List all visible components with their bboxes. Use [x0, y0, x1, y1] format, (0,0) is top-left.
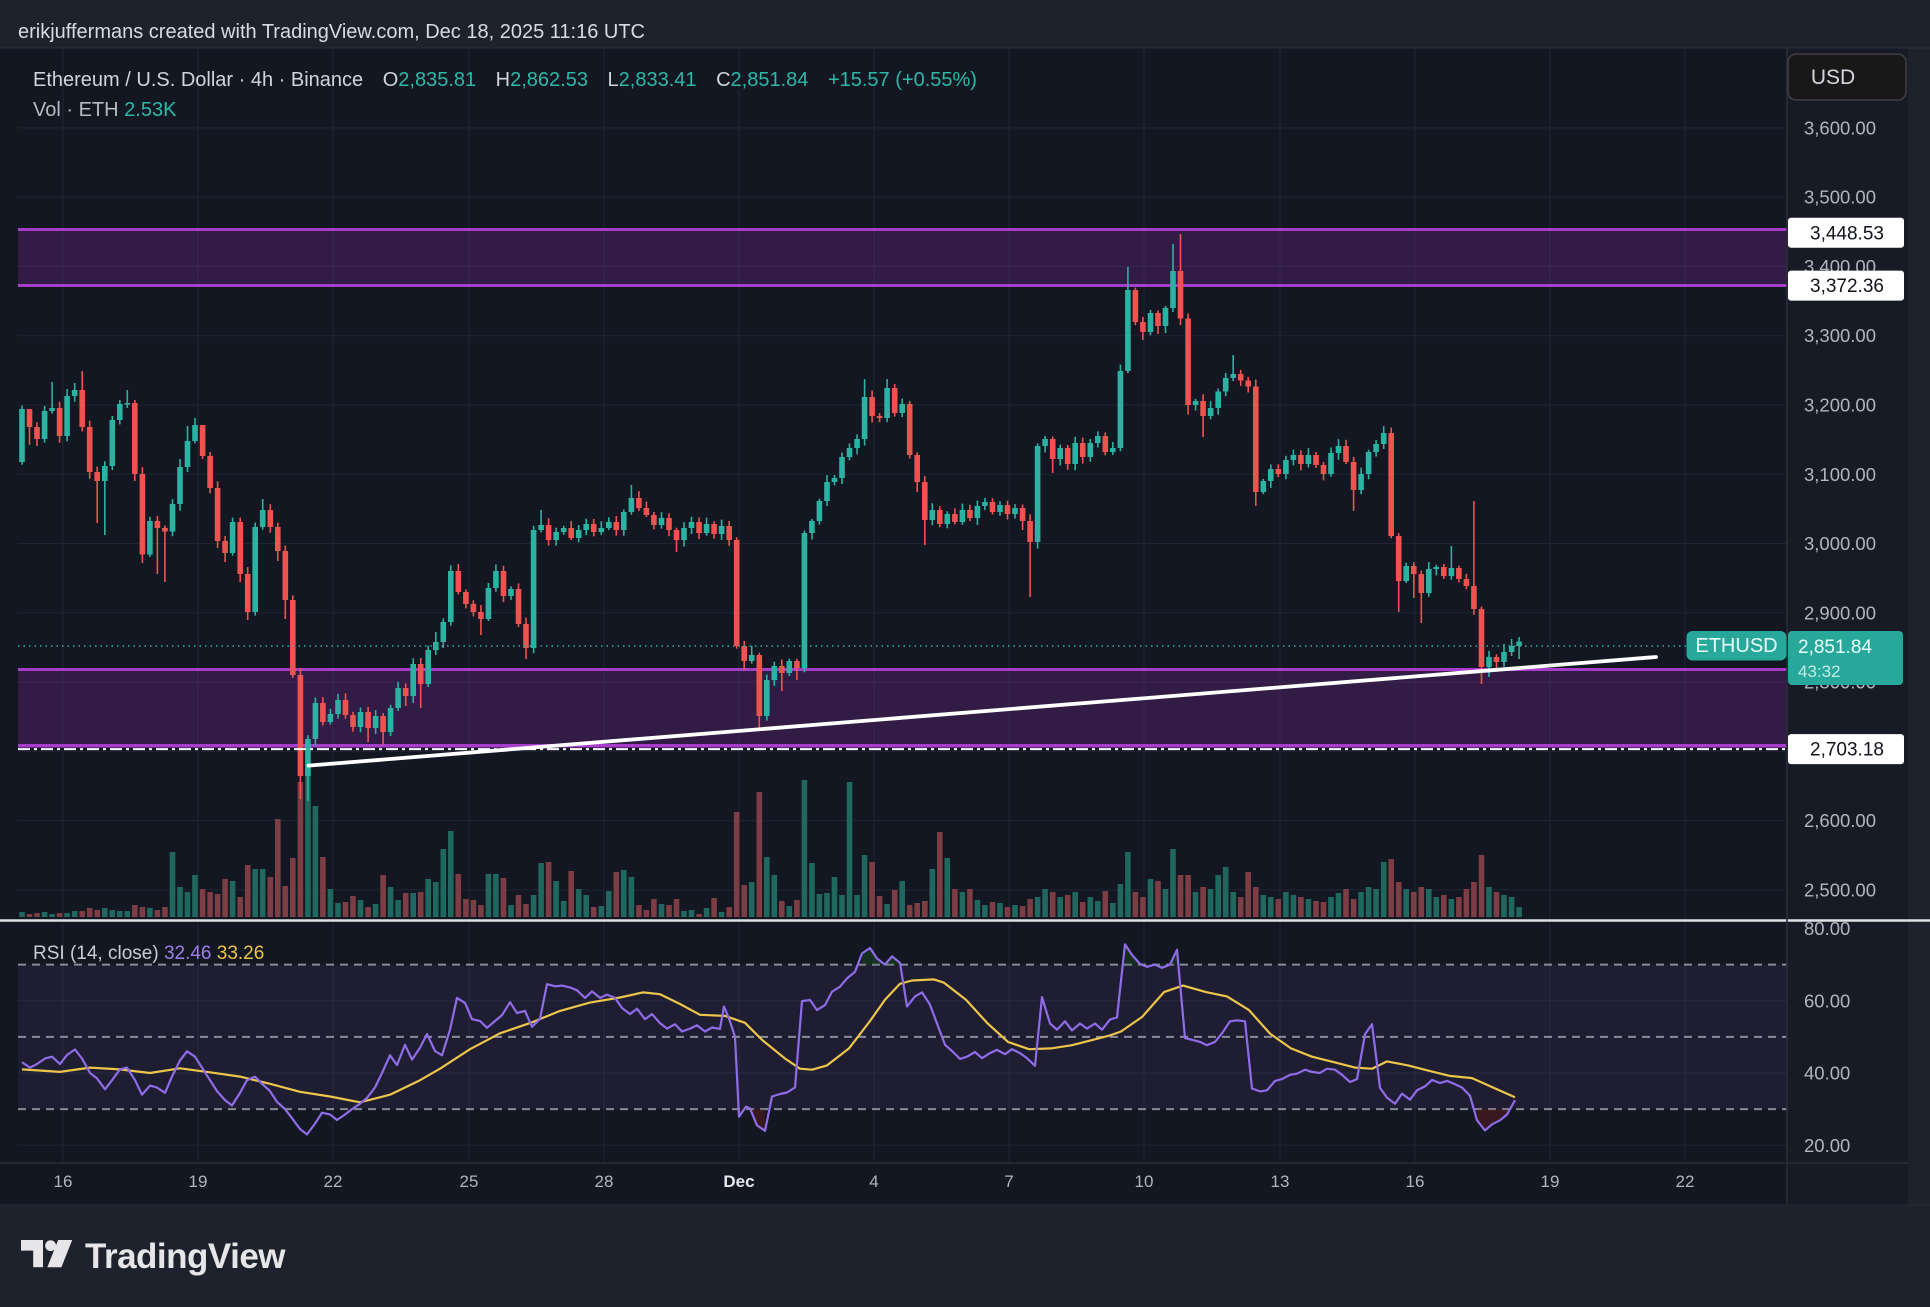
svg-text:22: 22	[324, 1172, 343, 1191]
svg-text:Vol · ETH 2.53K: Vol · ETH 2.53K	[33, 99, 177, 121]
svg-text:USD: USD	[1811, 66, 1855, 89]
svg-text:3,100.00: 3,100.00	[1804, 464, 1876, 485]
svg-text:3,600.00: 3,600.00	[1804, 117, 1876, 138]
svg-text:2,851.84: 2,851.84	[1798, 637, 1872, 658]
svg-text:erikjuffermans created with Tr: erikjuffermans created with TradingView.…	[18, 21, 645, 43]
svg-text:Dec: Dec	[723, 1172, 754, 1191]
svg-text:16: 16	[54, 1172, 73, 1191]
svg-text:4: 4	[869, 1172, 878, 1191]
svg-text:80.00: 80.00	[1804, 918, 1850, 939]
svg-text:43:32: 43:32	[1798, 662, 1841, 681]
svg-text:2,500.00: 2,500.00	[1804, 879, 1876, 900]
svg-text:40.00: 40.00	[1804, 1063, 1850, 1084]
svg-text:3,500.00: 3,500.00	[1804, 187, 1876, 208]
svg-text:16: 16	[1406, 1172, 1425, 1191]
svg-text:3,200.00: 3,200.00	[1804, 394, 1876, 415]
svg-text:13: 13	[1271, 1172, 1290, 1191]
svg-text:19: 19	[189, 1172, 208, 1191]
svg-text:25: 25	[460, 1172, 479, 1191]
svg-text:60.00: 60.00	[1804, 990, 1850, 1011]
svg-text:RSI (14, close) 32.46 33.26: RSI (14, close) 32.46 33.26	[33, 943, 264, 964]
svg-text:3,448.53: 3,448.53	[1810, 223, 1884, 244]
svg-text:ETHUSD: ETHUSD	[1695, 635, 1777, 657]
svg-text:20.00: 20.00	[1804, 1135, 1850, 1156]
svg-text:2,900.00: 2,900.00	[1804, 602, 1876, 623]
svg-text:3,000.00: 3,000.00	[1804, 533, 1876, 554]
svg-text:7: 7	[1004, 1172, 1013, 1191]
svg-text:2,600.00: 2,600.00	[1804, 810, 1876, 831]
svg-text:22: 22	[1676, 1172, 1695, 1191]
svg-text:2,703.18: 2,703.18	[1810, 740, 1884, 761]
svg-text:3,372.36: 3,372.36	[1810, 276, 1884, 297]
svg-text:TradingView: TradingView	[85, 1237, 286, 1276]
svg-text:10: 10	[1135, 1172, 1154, 1191]
svg-text:19: 19	[1541, 1172, 1560, 1191]
svg-text:Ethereum / U.S. Dollar · 4h ·: Ethereum / U.S. Dollar · 4h · Binance O2…	[33, 69, 977, 91]
svg-text:3,300.00: 3,300.00	[1804, 325, 1876, 346]
svg-text:28: 28	[595, 1172, 614, 1191]
